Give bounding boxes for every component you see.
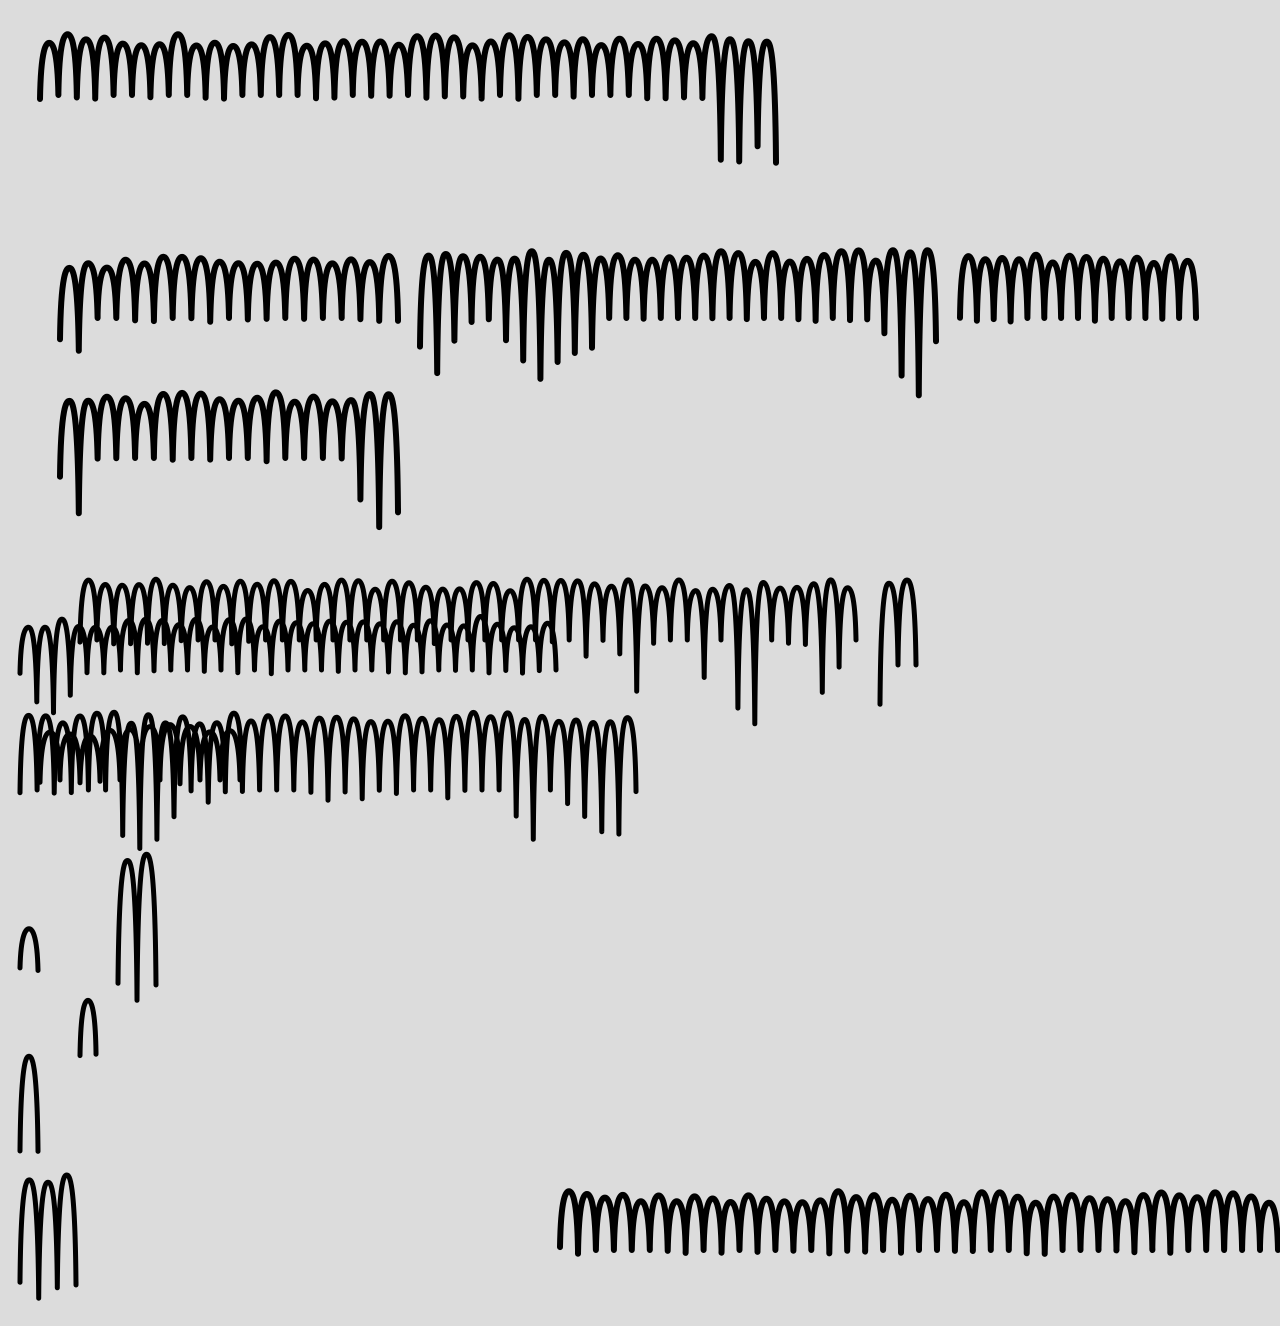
- scribble-bottom-right-line: [557, 1188, 1280, 1257]
- scribble-row-2-block-right: [957, 251, 1199, 325]
- scribble-bottom-left-loops: [17, 1172, 79, 1301]
- scribble-row-5-lower-overlap: [37, 722, 243, 787]
- scribble-row-4-lower-overlap: [17, 614, 559, 716]
- scribble-small-mark-4: [17, 1053, 41, 1154]
- scribble-small-mark-3: [77, 997, 99, 1059]
- scribble-row-2-block-left: [57, 253, 401, 354]
- scribble-row-4-upper-overlap: [77, 576, 859, 727]
- scribble-row-4-right-fragment: [877, 577, 919, 707]
- scribble-small-mark-1: [17, 926, 41, 973]
- scribble-row-5-upper-overlap: [17, 709, 639, 851]
- scribble-row-1-top-line: [37, 31, 779, 166]
- scribble-row-2-block-middle: [417, 247, 939, 399]
- scribble-row-3-block: [57, 389, 401, 531]
- scribble-small-mark-2: [115, 851, 159, 1003]
